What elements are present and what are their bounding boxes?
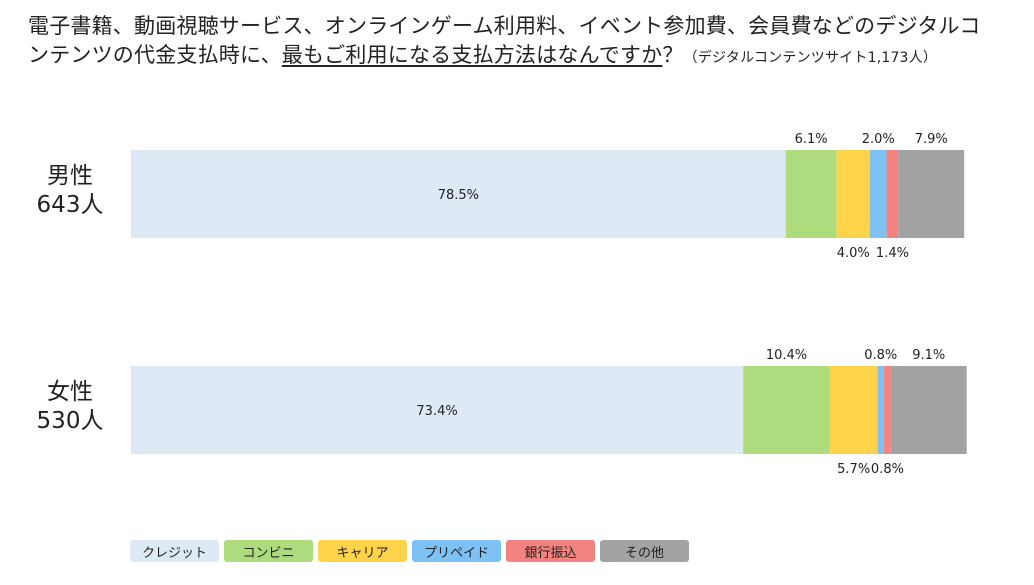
data-label: 5.7% — [837, 462, 870, 477]
title-note: （デジタルコンテンツサイト1,173人） — [683, 50, 938, 66]
title-line2-pre: ンテンツの代金支払時に、 — [28, 43, 282, 67]
bar-segment — [898, 150, 965, 238]
data-label: 6.1% — [795, 132, 828, 147]
chart-title: 電子書籍、動画視聴サービス、オンラインゲーム利用料、イベント参加費、会員費などの… — [28, 12, 1018, 73]
bar-segment — [890, 366, 967, 454]
data-label: 78.5% — [438, 188, 479, 203]
title-question-mark: ？ — [662, 43, 684, 67]
data-label: 4.0% — [837, 246, 870, 261]
data-label: 10.4% — [766, 348, 807, 363]
stacked-bar-chart: 男性 643人 78.5% 6.1% 4.0% 2.0% 1.4% 7.9% 女性 530人 73.… — [37, 132, 967, 477]
legend-item: キャリア — [318, 540, 407, 562]
data-label: 7.9% — [915, 132, 948, 147]
bar-segment — [131, 366, 744, 454]
bar-segment — [869, 150, 887, 238]
bar-segment — [785, 150, 837, 238]
data-label: 1.4% — [876, 246, 909, 261]
legend-item: 銀行振込 — [506, 540, 595, 562]
legend-item: コンビニ — [224, 540, 313, 562]
data-label: 9.1% — [912, 348, 945, 363]
bar-segment — [884, 366, 891, 454]
legend-item: クレジット — [130, 540, 219, 562]
bar-segment — [886, 150, 899, 238]
legend-item: プリペイド — [412, 540, 501, 562]
title-line1: 電子書籍、動画視聴サービス、オンラインゲーム利用料、イベント参加費、会員費などの… — [28, 14, 981, 38]
category-label: 女性 530人 — [37, 379, 104, 434]
bar-segment — [743, 366, 830, 454]
bar-segment — [836, 150, 870, 238]
data-label: 2.0% — [862, 132, 895, 147]
bar-segment — [829, 366, 878, 454]
data-label: 73.4% — [416, 404, 457, 419]
bar-segment — [131, 150, 786, 238]
category-label: 男性 643人 — [37, 163, 104, 218]
data-label: 0.8% — [871, 462, 904, 477]
title-line2-underline: 最もご利用になる支払方法はなんですか — [281, 43, 663, 67]
bar-segment — [877, 366, 885, 454]
data-label: 0.8% — [864, 348, 897, 363]
legend: クレジット コンビニ キャリア プリペイド 銀行振込 その他 — [130, 540, 689, 562]
legend-item: その他 — [600, 540, 689, 562]
